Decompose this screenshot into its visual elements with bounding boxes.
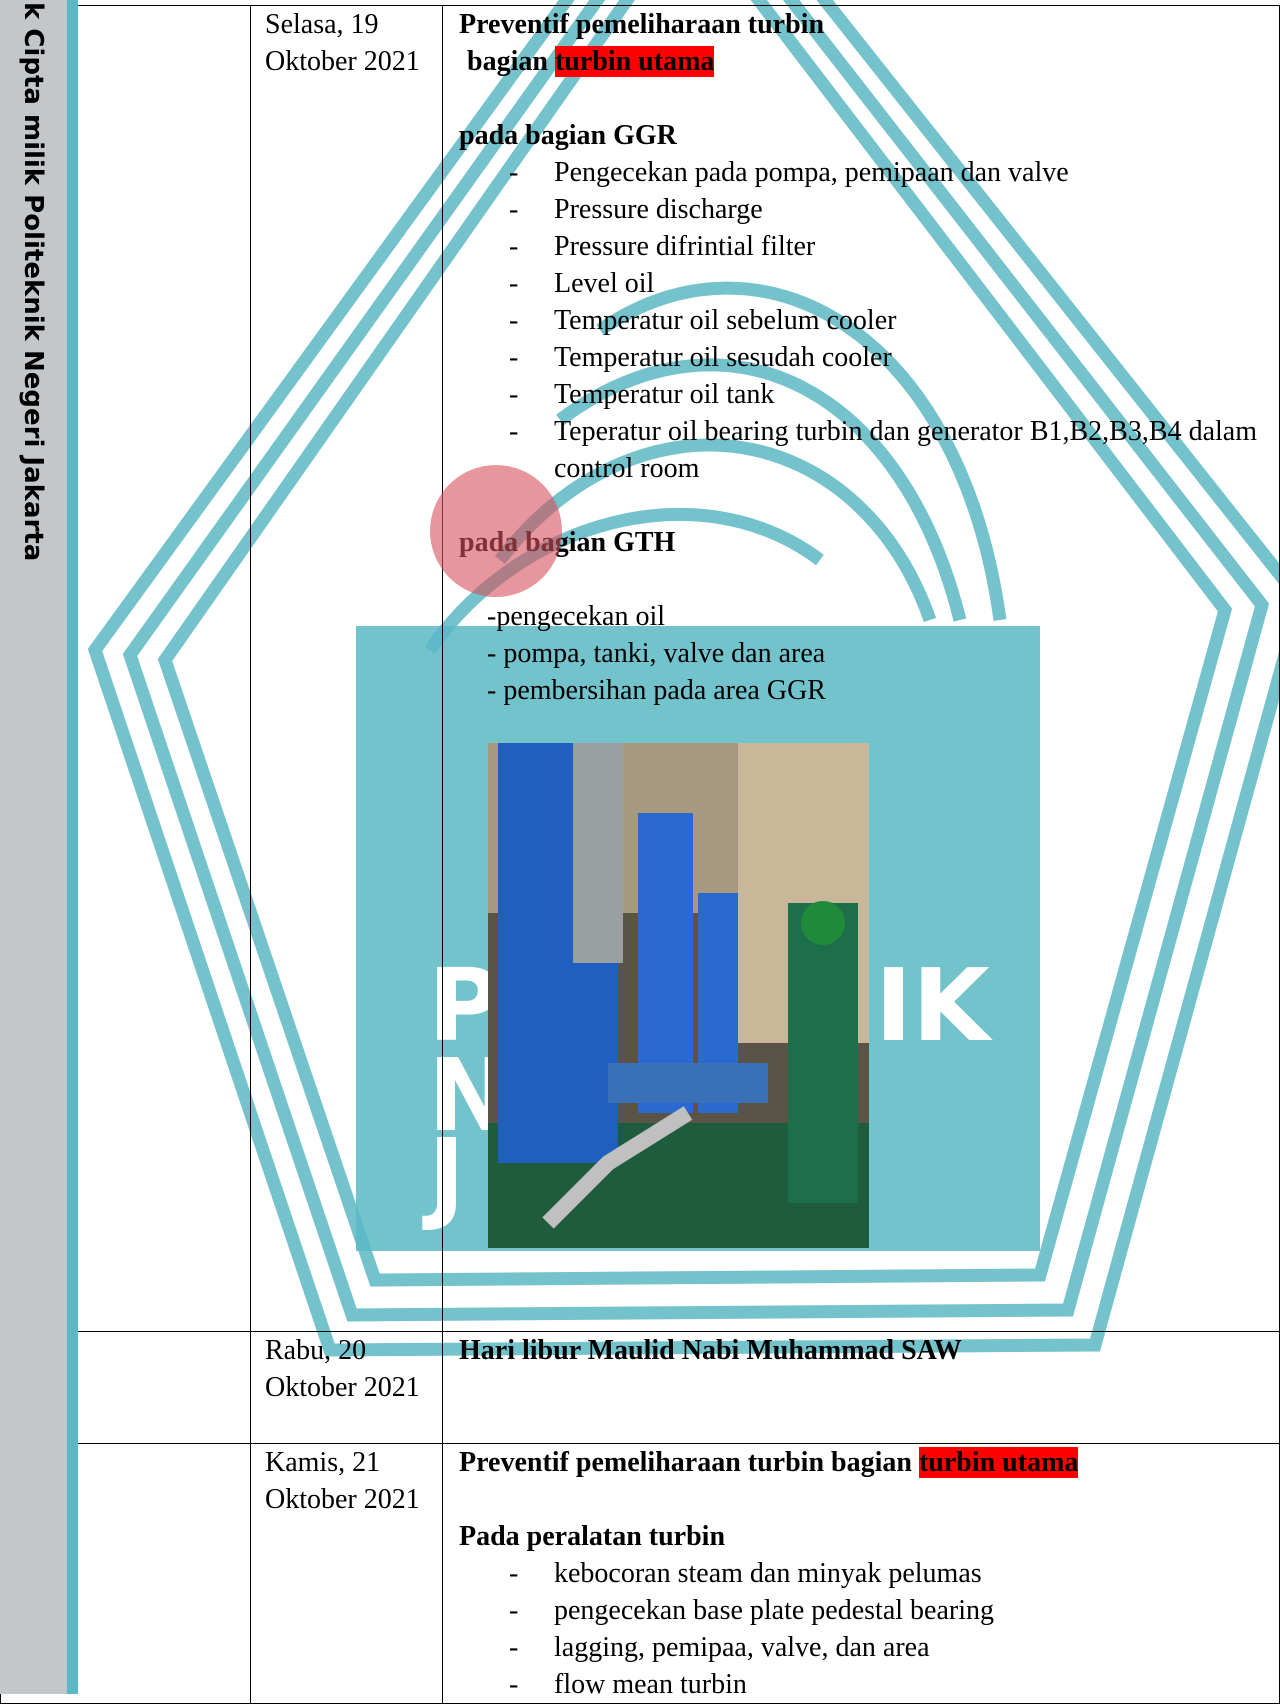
table-row: 33 Rabu, 20 Oktober 2021 Hari libur Maul… — [0, 1331, 1280, 1444]
highlight: turbin utama — [918, 1447, 1079, 1478]
title-part: Preventif pemeliharaan turbin bagian — [459, 1447, 912, 1478]
list-item: Temperatur oil sesudah cooler — [509, 339, 1257, 376]
section-heading: pada bagian GTH — [459, 527, 676, 558]
item-list: Pengecekan pada pompa, pemipaan dan valv… — [459, 154, 1257, 487]
row-date: Rabu, 20 Oktober 2021 — [250, 1331, 443, 1444]
sidebar-stripe — [67, 0, 78, 1694]
highlight: turbin utama — [554, 46, 715, 77]
list-item: pengecekan base plate pedestal bearing — [509, 1592, 1257, 1629]
list-item: flow mean turbin — [509, 1666, 1257, 1703]
sidebar-text: k Cipta milik Politeknik Negeri Jakarta — [18, 2, 48, 562]
table-row: 32 Selasa, 19 Oktober 2021 Preventif pem… — [0, 5, 1280, 1332]
row-title: Preventif pemeliharaan turbin bagian tur… — [459, 1444, 1257, 1481]
row-content: Hari libur Maulid Nabi Muhammad SAW — [442, 1331, 1280, 1444]
list-item: lagging, pemipaa, valve, dan area — [509, 1629, 1257, 1666]
sidebar — [0, 0, 68, 1694]
item-list: kebocoran steam dan minyak pelumas penge… — [459, 1555, 1257, 1703]
row-title: Hari libur Maulid Nabi Muhammad SAW — [459, 1335, 962, 1366]
list-item: Temperatur oil tank — [509, 376, 1257, 413]
line: - pembersihan pada area GGR — [487, 675, 826, 706]
row-content: Preventif pemeliharaan turbin bagian tur… — [442, 5, 1280, 1332]
row-title: Preventif pemeliharaan turbin — [459, 9, 825, 40]
list-item: Pressure difrintial filter — [509, 228, 1257, 265]
row-date: Kamis, 21 Oktober 2021 — [250, 1443, 443, 1704]
list-item: Pressure discharge — [509, 191, 1257, 228]
row-date: Selasa, 19 Oktober 2021 — [250, 5, 443, 1332]
title-part: bagian — [467, 46, 548, 77]
line: - pompa, tanki, valve dan area — [487, 638, 826, 669]
section-heading: Pada peralatan turbin — [459, 1521, 726, 1552]
line: -pengecekan oil — [487, 601, 666, 632]
list-item: Temperatur oil sebelum cooler — [509, 302, 1257, 339]
marker-dot — [430, 465, 562, 597]
table-row: 34 Kamis, 21 Oktober 2021 Preventif peme… — [0, 1443, 1280, 1704]
list-item: Level oil — [509, 265, 1257, 302]
list-item: Teperatur oil bearing turbin dan generat… — [509, 413, 1257, 487]
row-content: Preventif pemeliharaan turbin bagian tur… — [442, 1443, 1280, 1704]
log-table: 32 Selasa, 19 Oktober 2021 Preventif pem… — [0, 5, 1280, 1704]
row-title: bagian turbin utama — [459, 43, 1257, 80]
list-item: kebocoran steam dan minyak pelumas — [509, 1555, 1257, 1592]
section-heading: pada bagian GGR — [459, 120, 677, 151]
photo — [488, 743, 869, 1248]
list-item: Pengecekan pada pompa, pemipaan dan valv… — [509, 154, 1257, 191]
